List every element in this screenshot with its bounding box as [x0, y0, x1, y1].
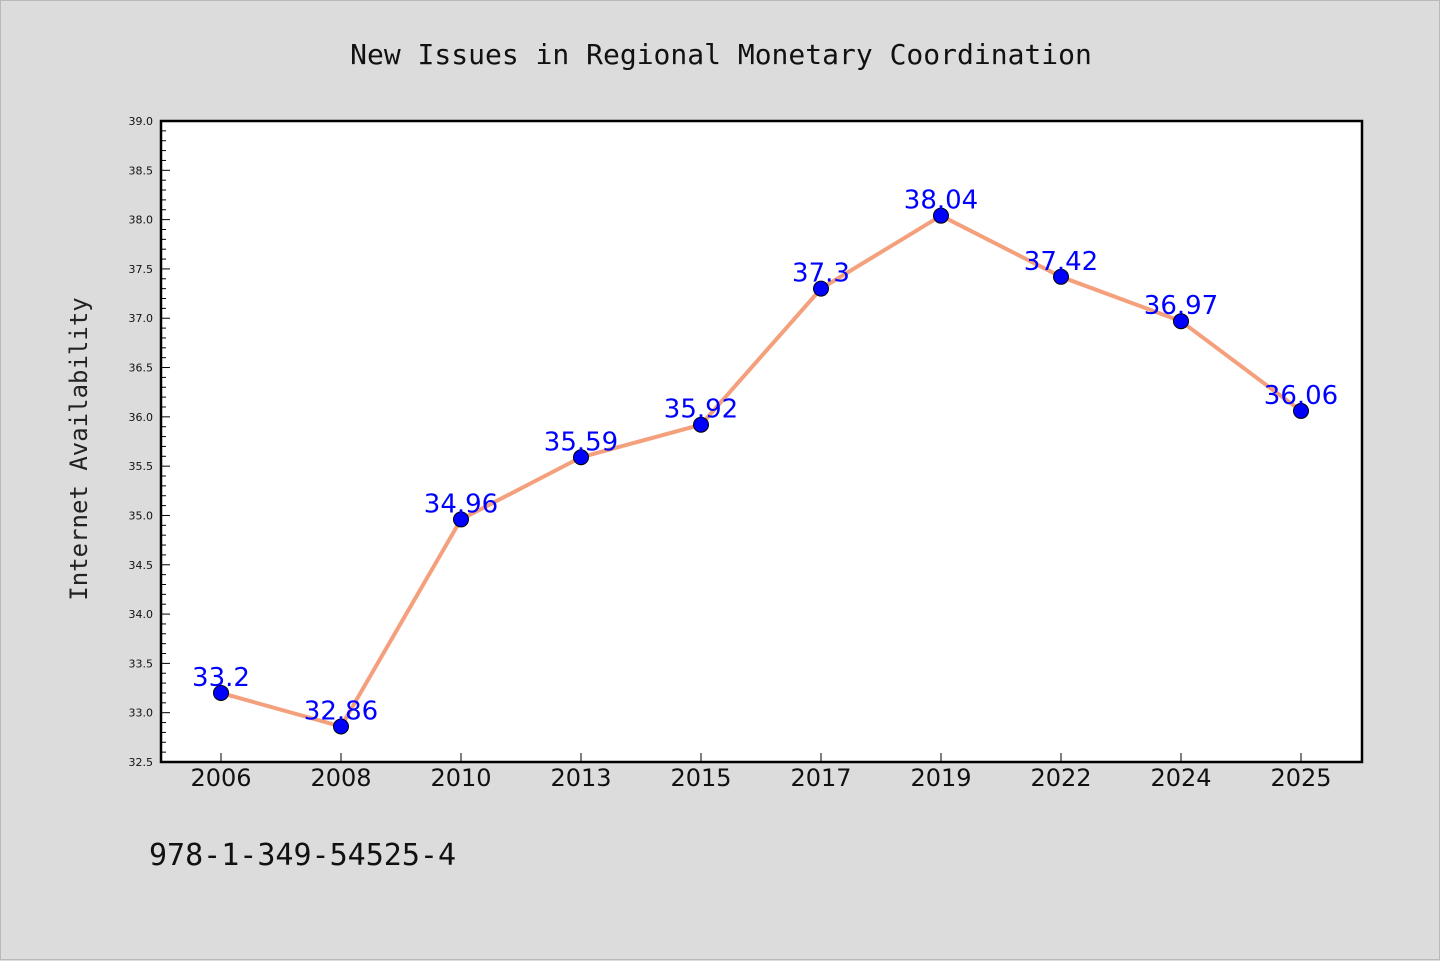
data-point-marker — [693, 416, 709, 433]
x-tick-label: 2024 — [1150, 764, 1211, 792]
y-tick-label: 38.5 — [129, 164, 154, 177]
y-tick-label: 36.5 — [129, 362, 154, 375]
series-group: 33.2 32.86 34.96 35.59 35.92 37.3 38.04 37.42 36… — [192, 186, 1338, 735]
y-tick-label: 39.0 — [129, 115, 154, 128]
data-point-marker — [1053, 268, 1069, 285]
data-point-marker — [573, 449, 589, 466]
data-point-marker — [1173, 313, 1189, 330]
x-tick-label: 2006 — [190, 764, 251, 792]
x-tick-label: 2010 — [430, 764, 491, 792]
y-tick-label: 36.0 — [129, 411, 154, 424]
series-line — [219, 213, 1303, 729]
data-label: 34.96 — [424, 489, 498, 519]
data-point-marker — [933, 207, 949, 224]
y-tick-label: 33.0 — [129, 707, 154, 720]
x-tick-label: 2008 — [310, 764, 371, 792]
data-label: 35.59 — [544, 427, 618, 457]
data-label: 35.92 — [664, 395, 738, 425]
data-label: 37.3 — [792, 259, 850, 289]
isbn-text: 978-1-349-54525-4 — [149, 838, 456, 873]
data-label: 36.06 — [1264, 381, 1338, 411]
data-label: 36.97 — [1144, 291, 1218, 321]
y-tick-label: 37.0 — [129, 312, 154, 325]
x-axis-ticks: 2006 2008 2010 2013 2015 2017 2019 2022 2024 2025 — [190, 753, 1332, 792]
y-tick-label: 34.5 — [129, 559, 154, 572]
y-tick-label: 35.0 — [129, 509, 154, 522]
y-tick-label: 34.0 — [129, 608, 154, 621]
y-tick-label: 37.5 — [129, 263, 154, 276]
plot-frame — [159, 119, 1364, 764]
x-tick-label: 2013 — [550, 764, 611, 792]
x-tick-label: 2019 — [910, 764, 971, 792]
y-axis-label: Internet Availability — [65, 297, 93, 600]
y-tick-label: 35.5 — [129, 460, 154, 473]
data-point-marker — [333, 718, 349, 735]
data-label: 33.2 — [192, 663, 250, 693]
data-point-marker — [453, 511, 469, 528]
data-label: 38.04 — [904, 186, 978, 216]
x-tick-label: 2025 — [1270, 764, 1331, 792]
y-tick-label: 38.0 — [129, 214, 154, 227]
plot-area — [161, 121, 1362, 762]
data-point-marker — [213, 684, 229, 701]
y-tick-label: 32.5 — [129, 756, 154, 769]
x-tick-label: 2022 — [1030, 764, 1091, 792]
x-tick-label: 2015 — [670, 764, 731, 792]
data-label: 37.42 — [1024, 247, 1098, 277]
y-tick-label: 33.5 — [129, 657, 154, 670]
data-point-marker — [813, 280, 829, 297]
y-axis-ticks: 32.5 33.0 33.5 34.0 34.5 35.0 35.5 36.0 36.5 37.0… — [129, 115, 170, 769]
data-point-marker — [1293, 402, 1309, 419]
chart-title: New Issues in Regional Monetary Coordina… — [350, 38, 1092, 71]
data-label: 32.86 — [304, 696, 378, 726]
x-tick-label: 2017 — [790, 764, 851, 792]
